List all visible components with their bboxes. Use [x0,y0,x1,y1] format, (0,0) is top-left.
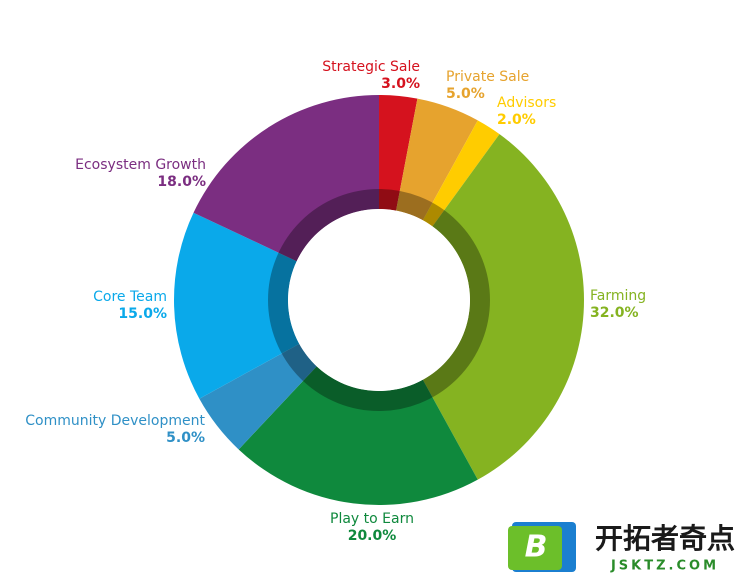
slice-label: Advisors [497,95,556,111]
watermark-name: 开拓者奇点 [595,522,735,555]
slice [174,212,300,399]
value-label: 15.0% [118,306,167,322]
value-label: 32.0% [590,305,639,321]
donut-hole [288,209,470,391]
value-label: 18.0% [157,174,206,190]
slice [238,366,478,506]
value-label: 2.0% [497,112,536,128]
slice-label: Farming [590,288,646,304]
slices [174,95,585,506]
slice [422,120,500,227]
value-label: 5.0% [166,430,205,446]
slice-label: Community Development [25,413,205,429]
slice-label: Private Sale [446,69,529,85]
value-label: 5.0% [446,86,485,102]
logo-letter: B [525,530,548,565]
slice [193,95,379,262]
slice-label: Strategic Sale [322,59,420,75]
slice-label: Play to Earn [330,511,414,527]
slice [199,343,317,450]
inner-shadow-ring [268,189,490,411]
watermark: B 开拓者奇点 JSKTZ.COM [508,522,735,574]
value-label: 3.0% [381,76,420,92]
value-label: 20.0% [348,528,397,544]
slice [422,134,585,480]
watermark-site: JSKTZ.COM [610,559,719,574]
slice-label: Core Team [93,289,167,305]
slice [379,95,418,211]
slice-label: Ecosystem Growth [75,157,206,173]
logo-front [508,526,562,570]
slice [396,98,478,221]
